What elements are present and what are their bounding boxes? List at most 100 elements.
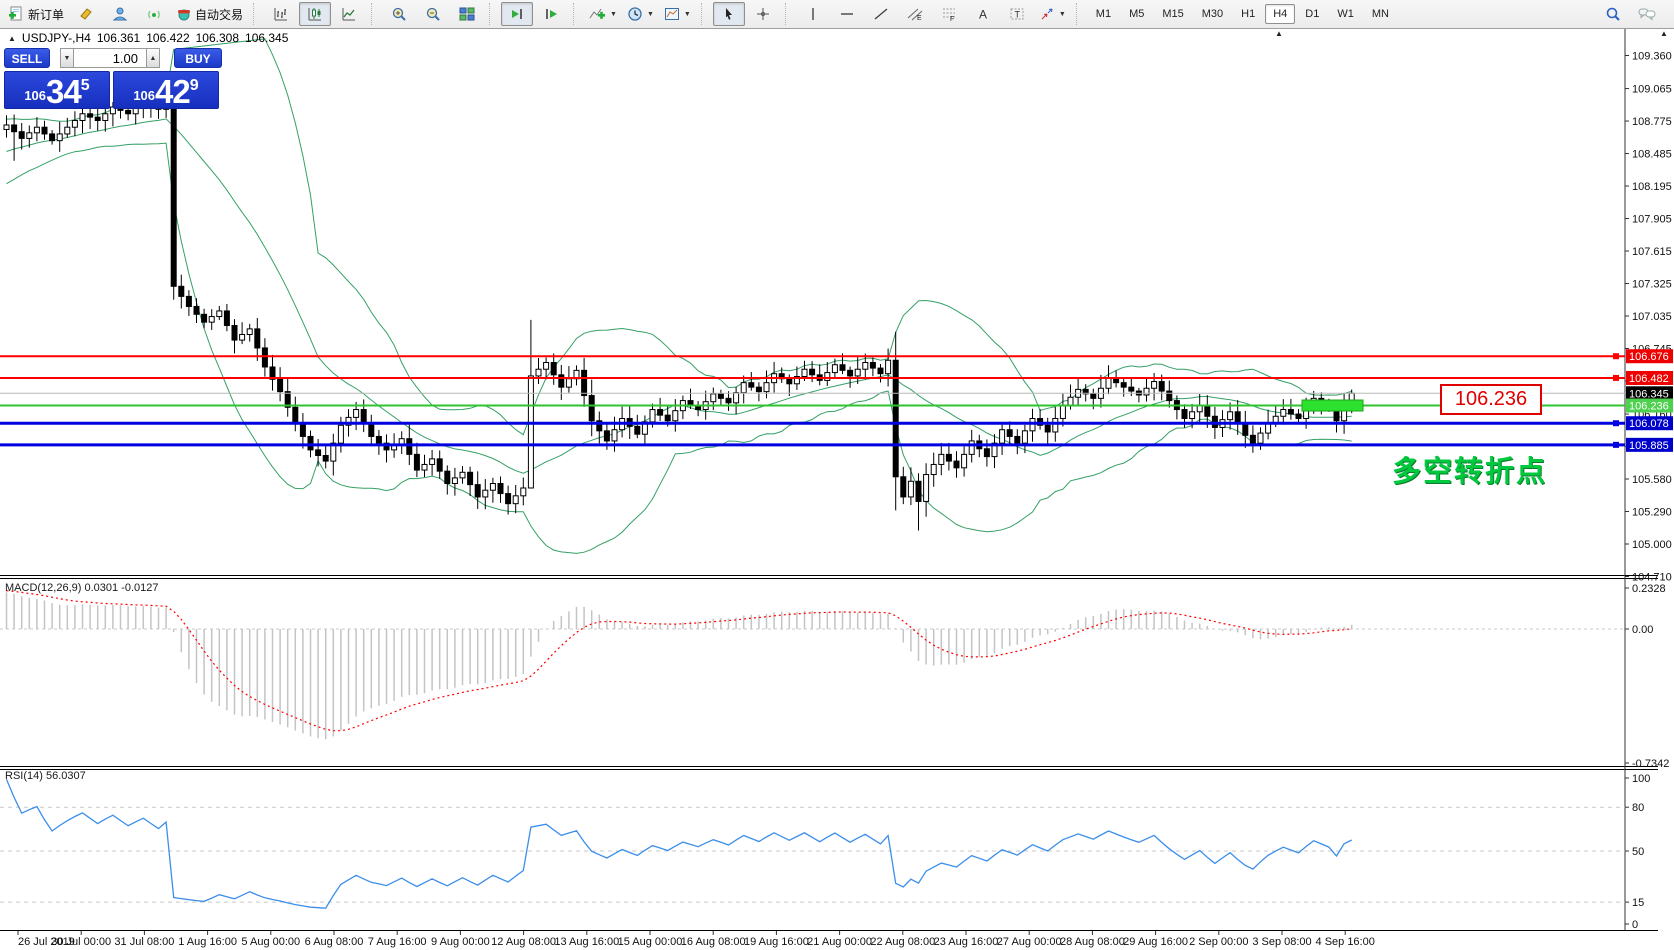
bull-candle bbox=[71, 119, 78, 128]
horizontal-line-button[interactable] bbox=[831, 2, 863, 26]
timeframe-w1-button[interactable]: W1 bbox=[1337, 8, 1354, 20]
profiles-button[interactable] bbox=[104, 2, 136, 26]
arrows-icon bbox=[1039, 6, 1055, 22]
line-drag-handle[interactable] bbox=[1613, 374, 1619, 381]
bollinger-middle-band[interactable] bbox=[6, 118, 1352, 474]
bull-candle bbox=[999, 429, 1006, 444]
turning-point-note[interactable]: 多空转折点 bbox=[1392, 456, 1548, 488]
dropdown-caret-icon[interactable]: ▼ bbox=[610, 10, 617, 18]
symbol-period-label: USDJPY-,H4 bbox=[21, 31, 91, 45]
chat-button[interactable] bbox=[1631, 2, 1663, 26]
panel-collapse-icon[interactable]: ▲ bbox=[8, 33, 16, 43]
dropdown-caret-icon[interactable]: ▼ bbox=[646, 10, 654, 18]
timeframe-mn-button[interactable]: MN bbox=[1371, 8, 1389, 20]
price-axis-label: 107.325 bbox=[1632, 279, 1672, 291]
time-axis-label: 15 Aug 00:00 bbox=[618, 936, 683, 948]
bull-candle bbox=[489, 482, 496, 491]
crosshair-button[interactable] bbox=[747, 2, 779, 26]
axis-scroll-up-icon[interactable]: ▲ bbox=[1660, 29, 1668, 38]
tile-windows-icon bbox=[459, 6, 475, 22]
chart-scroll-marker-icon[interactable]: ▲ bbox=[1275, 29, 1283, 38]
arrows-button[interactable]: ▼ bbox=[1035, 2, 1070, 26]
cursor-button[interactable] bbox=[712, 2, 745, 26]
dropdown-caret-icon[interactable]: ▼ bbox=[1058, 10, 1066, 18]
bull-candle bbox=[862, 361, 869, 370]
time-axis-label: 19 Aug 16:00 bbox=[744, 936, 809, 948]
bull-candle bbox=[831, 364, 838, 374]
bull-candle bbox=[527, 375, 534, 489]
bear-candle bbox=[900, 476, 907, 498]
bull-candle bbox=[907, 480, 914, 498]
fibonacci-button[interactable]: F bbox=[933, 2, 965, 26]
indicators-button[interactable]: ▼ bbox=[585, 2, 621, 26]
timeframe-h4-button[interactable]: H4 bbox=[1265, 4, 1296, 24]
volume-increase-button[interactable]: ▲ bbox=[146, 48, 160, 68]
zoom-out-icon bbox=[425, 6, 441, 22]
bull-candle bbox=[923, 474, 930, 502]
zoom-in-button[interactable] bbox=[383, 2, 415, 26]
timeframe-m15-button[interactable]: M15 bbox=[1162, 8, 1184, 20]
buy-button[interactable]: BUY bbox=[174, 48, 222, 68]
volume-input[interactable] bbox=[74, 48, 146, 68]
turning-point-highlight-segment[interactable] bbox=[1301, 399, 1364, 412]
chart-shift-button[interactable] bbox=[535, 2, 567, 26]
vertical-line-button[interactable] bbox=[797, 2, 829, 26]
toolbar-separator bbox=[1075, 3, 1082, 25]
volume-decrease-button[interactable]: ▼ bbox=[60, 48, 74, 68]
time-axis-label: 22 Aug 08:00 bbox=[870, 936, 935, 948]
periods-button[interactable]: ▼ bbox=[623, 2, 658, 26]
sell-price-prefix: 106 bbox=[24, 88, 47, 103]
timeframe-m1-button[interactable]: M1 bbox=[1095, 8, 1112, 20]
sell-price-pip: 5 bbox=[80, 77, 90, 94]
buy-price-block[interactable]: 106 42 9 bbox=[113, 71, 219, 109]
search-button[interactable] bbox=[1597, 2, 1629, 26]
bollinger-upper-band[interactable] bbox=[6, 38, 1352, 436]
rsi-label: RSI(14) 56.0307 bbox=[5, 770, 86, 782]
bear-candle bbox=[892, 359, 899, 478]
text-button[interactable]: A bbox=[967, 2, 999, 26]
sell-price-block[interactable]: 106 34 5 bbox=[4, 71, 110, 109]
line-drag-handle[interactable] bbox=[1613, 420, 1619, 427]
bull-candle bbox=[246, 328, 253, 335]
macd-label: MACD(12,26,9) 0.0301 -0.0127 bbox=[5, 582, 159, 594]
zoom-in-icon bbox=[391, 6, 407, 22]
dropdown-caret-icon[interactable]: ▼ bbox=[683, 10, 691, 18]
new-order-button[interactable]: 新订单 bbox=[4, 2, 68, 26]
bear-candle bbox=[368, 422, 375, 437]
time-axis-label: 5 Aug 00:00 bbox=[241, 936, 300, 948]
bear-candle bbox=[1242, 423, 1249, 436]
line-chart-button[interactable] bbox=[333, 2, 365, 26]
timeframe-m5-button[interactable]: M5 bbox=[1129, 8, 1145, 20]
bear-candle bbox=[634, 425, 641, 435]
signals-button[interactable] bbox=[138, 2, 170, 26]
buy-price-main: 42 bbox=[155, 73, 191, 110]
bar-chart-button[interactable] bbox=[265, 2, 297, 26]
price-tag bbox=[1626, 386, 1673, 401]
equidistant-channel-button[interactable]: E bbox=[899, 2, 931, 26]
autotrading-button[interactable]: 自动交易 bbox=[172, 2, 247, 26]
bear-candle bbox=[1287, 409, 1294, 415]
price-axis-label: 107.615 bbox=[1632, 246, 1672, 258]
text-label-button[interactable]: T bbox=[1001, 2, 1033, 26]
timeframe-m30-button[interactable]: M30 bbox=[1201, 8, 1224, 20]
charts-icon bbox=[78, 6, 94, 22]
line-drag-handle[interactable] bbox=[1613, 441, 1619, 448]
bollinger-lower-band[interactable] bbox=[6, 142, 1352, 554]
timeframe-h1-button[interactable]: H1 bbox=[1241, 8, 1256, 20]
zoom-out-button[interactable] bbox=[417, 2, 449, 26]
time-axis-label: 12 Aug 08:00 bbox=[491, 936, 556, 948]
bear-candle bbox=[125, 109, 132, 115]
trendline-button[interactable] bbox=[865, 2, 897, 26]
candlestick-chart-button[interactable] bbox=[299, 2, 332, 26]
bear-candle bbox=[983, 448, 990, 458]
templates-button[interactable]: ▼ bbox=[660, 2, 695, 26]
charts-button[interactable] bbox=[70, 2, 102, 26]
timeframe-d1-button[interactable]: D1 bbox=[1305, 8, 1320, 20]
auto-scroll-button[interactable] bbox=[501, 2, 534, 26]
bull-candle bbox=[1348, 392, 1355, 402]
line-drag-handle[interactable] bbox=[1613, 353, 1619, 360]
sell-button[interactable]: SELL bbox=[4, 48, 50, 68]
tile-windows-button[interactable] bbox=[451, 2, 483, 26]
rsi-axis-label: 80 bbox=[1632, 802, 1644, 814]
price-callout-label[interactable]: 106.236 bbox=[1440, 384, 1542, 415]
